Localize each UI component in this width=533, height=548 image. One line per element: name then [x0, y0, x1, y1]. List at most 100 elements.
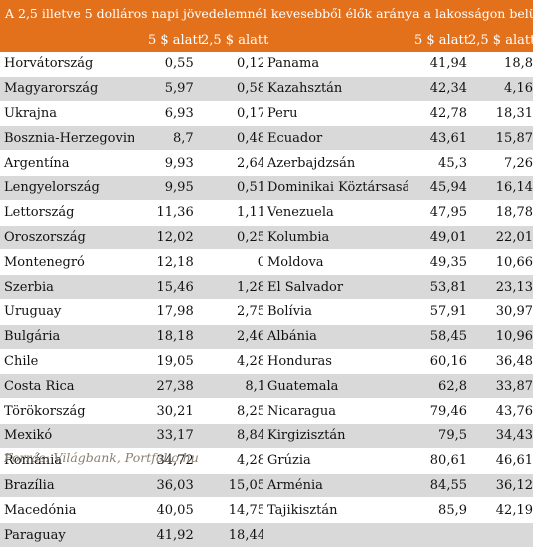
- under25-cell: 4,16: [467, 76, 533, 102]
- under25-cell: 8,84: [193, 423, 266, 449]
- under5-cell: 53,81: [408, 274, 467, 300]
- under25-cell: [467, 522, 533, 548]
- left-table-row: Bulgária 18,18 2,46: [0, 324, 266, 350]
- country-cell: Magyarország: [0, 76, 134, 102]
- under25-cell: 1,11: [193, 200, 266, 226]
- table-title: A 2,5 illetve 5 dolláros napi jövedelemn…: [0, 0, 533, 28]
- country-cell: Törökország: [0, 398, 134, 424]
- left-table-row: Oroszország 12,02 0,25: [0, 225, 266, 251]
- under25-cell: 0,48: [193, 125, 266, 152]
- under5-cell: 40,05: [133, 497, 194, 524]
- under5-cell: 27,38: [133, 373, 194, 400]
- country-cell: Bulgária: [0, 324, 134, 350]
- right-table-row: Bolívia 57,91 30,97: [263, 299, 533, 325]
- right-table-row: Albánia 58,45 10,96: [263, 324, 533, 350]
- left-table-row: Montenegró 12,18 0: [0, 249, 266, 276]
- under25-cell: 0,51: [193, 175, 266, 201]
- under5-cell: 60,16: [408, 349, 467, 375]
- left-table-row: Ukrajna 6,93 0,17: [0, 101, 266, 127]
- right-table-row: Honduras 60,16 36,48: [263, 349, 533, 375]
- country-cell: Macedónia: [0, 497, 134, 524]
- under5-cell: 11,36: [133, 200, 194, 226]
- under25-cell: 2,75: [193, 299, 266, 325]
- country-cell: Albánia: [263, 324, 408, 350]
- under25-cell: 2,46: [193, 324, 266, 350]
- left-table-row: Mexikó 33,17 8,84: [0, 423, 266, 449]
- under25-cell: 2,64: [193, 150, 266, 176]
- country-cell: Románia: [0, 448, 134, 474]
- under5-cell: 79,46: [408, 398, 467, 424]
- country-cell: Bosznia-Herzegovina: [0, 125, 134, 152]
- under25-cell: 46,61: [467, 448, 533, 474]
- under5-cell: 42,34: [408, 76, 467, 102]
- country-cell: Mexikó: [0, 423, 134, 449]
- country-cell: Oroszország: [0, 225, 134, 251]
- under5-cell: 58,45: [408, 324, 467, 350]
- left-table-row: Magyarország 5,97 0,58: [0, 76, 266, 102]
- country-cell: Tajikisztán: [263, 497, 408, 524]
- country-cell: Grúzia: [263, 448, 408, 474]
- under25-cell: 18,44: [193, 522, 266, 548]
- country-cell: Bolívia: [263, 299, 408, 325]
- under25-cell: 8,1: [193, 373, 266, 400]
- country-cell: Szerbia: [0, 274, 134, 300]
- country-cell: Paraguay: [0, 522, 134, 548]
- under5-cell: 12,02: [133, 225, 194, 251]
- right-table-row: Ecuador 43,61 15,87: [263, 125, 533, 152]
- left-table-row: Lengyelország 9,95 0,51: [0, 175, 266, 201]
- left-table-row: Horvátország 0,55 0,12: [0, 52, 266, 77]
- country-cell: Uruguay: [0, 299, 134, 325]
- under25-cell: 30,97: [467, 299, 533, 325]
- right-data-table: Panama 41,94 18,8 Kazahsztán 42,34 4,16 Peru 42…: [263, 52, 533, 548]
- country-cell: Kolumbia: [263, 225, 408, 251]
- under5-cell: 80,61: [408, 448, 467, 474]
- under25-cell: 4,28: [193, 448, 266, 474]
- under5-cell: 49,01: [408, 225, 467, 251]
- under5-cell: 18,18: [133, 324, 194, 350]
- column-header-row: 5 $ alatt 2,5 $ alatt 5 $ alatt 2,5 $ al…: [0, 28, 533, 52]
- right-table-row: Guatemala 62,8 33,87: [263, 373, 533, 400]
- under5-cell: 9,95: [133, 175, 194, 201]
- left-header-under25: 2,5 $ alatt: [201, 33, 269, 48]
- under25-cell: 16,14: [467, 175, 533, 201]
- under25-cell: 36,48: [467, 349, 533, 375]
- right-table-row: Arménia 84,55 36,12: [263, 473, 533, 499]
- under25-cell: 10,96: [467, 324, 533, 350]
- country-cell: Ukrajna: [0, 101, 134, 127]
- under5-cell: 49,35: [408, 249, 467, 276]
- right-table-row: Grúzia 80,61 46,61: [263, 448, 533, 474]
- under5-cell: 42,78: [408, 101, 467, 127]
- right-table-row: Peru 42,78 18,31: [263, 101, 533, 127]
- country-cell: Argentína: [0, 150, 134, 176]
- left-table-row: Bosznia-Herzegovina 8,7 0,48: [0, 125, 266, 152]
- left-data-table: Horvátország 0,55 0,12 Magyarország 5,97 0,58…: [0, 52, 266, 548]
- under25-cell: 42,19: [467, 497, 533, 524]
- right-table-row: Azerbajdzsán 45,3 7,26: [263, 150, 533, 176]
- under25-cell: 0,58: [193, 76, 266, 102]
- left-header-under5: 5 $ alatt: [148, 33, 203, 48]
- left-table-row: Macedónia 40,05 14,75: [0, 497, 266, 524]
- under5-cell: 5,97: [133, 76, 194, 102]
- country-cell: Costa Rica: [0, 373, 134, 400]
- country-cell: Montenegró: [0, 249, 134, 276]
- left-table-row: Szerbia 15,46 1,28: [0, 274, 266, 300]
- under5-cell: 45,94: [408, 175, 467, 201]
- under25-cell: 33,87: [467, 373, 533, 400]
- under5-cell: 15,46: [133, 274, 194, 300]
- under25-cell: 0,25: [193, 225, 266, 251]
- under25-cell: 1,28: [193, 274, 266, 300]
- under5-cell: 9,93: [133, 150, 194, 176]
- left-table-row: Uruguay 17,98 2,75: [0, 299, 266, 325]
- under5-cell: 85,9: [408, 497, 467, 524]
- country-cell: Peru: [263, 101, 408, 127]
- country-cell: Chile: [0, 349, 134, 375]
- country-cell: Dominikai Köztársaság: [263, 175, 408, 201]
- left-table-row: Chile 19,05 4,28: [0, 349, 266, 375]
- under25-cell: 18,31: [467, 101, 533, 127]
- under5-cell: 30,21: [133, 398, 194, 424]
- under5-cell: 57,91: [408, 299, 467, 325]
- left-table-row: Paraguay 41,92 18,44: [0, 522, 266, 548]
- under5-cell: 33,17: [133, 423, 194, 449]
- right-header-under5: 5 $ alatt: [414, 33, 469, 48]
- under25-cell: 14,75: [193, 497, 266, 524]
